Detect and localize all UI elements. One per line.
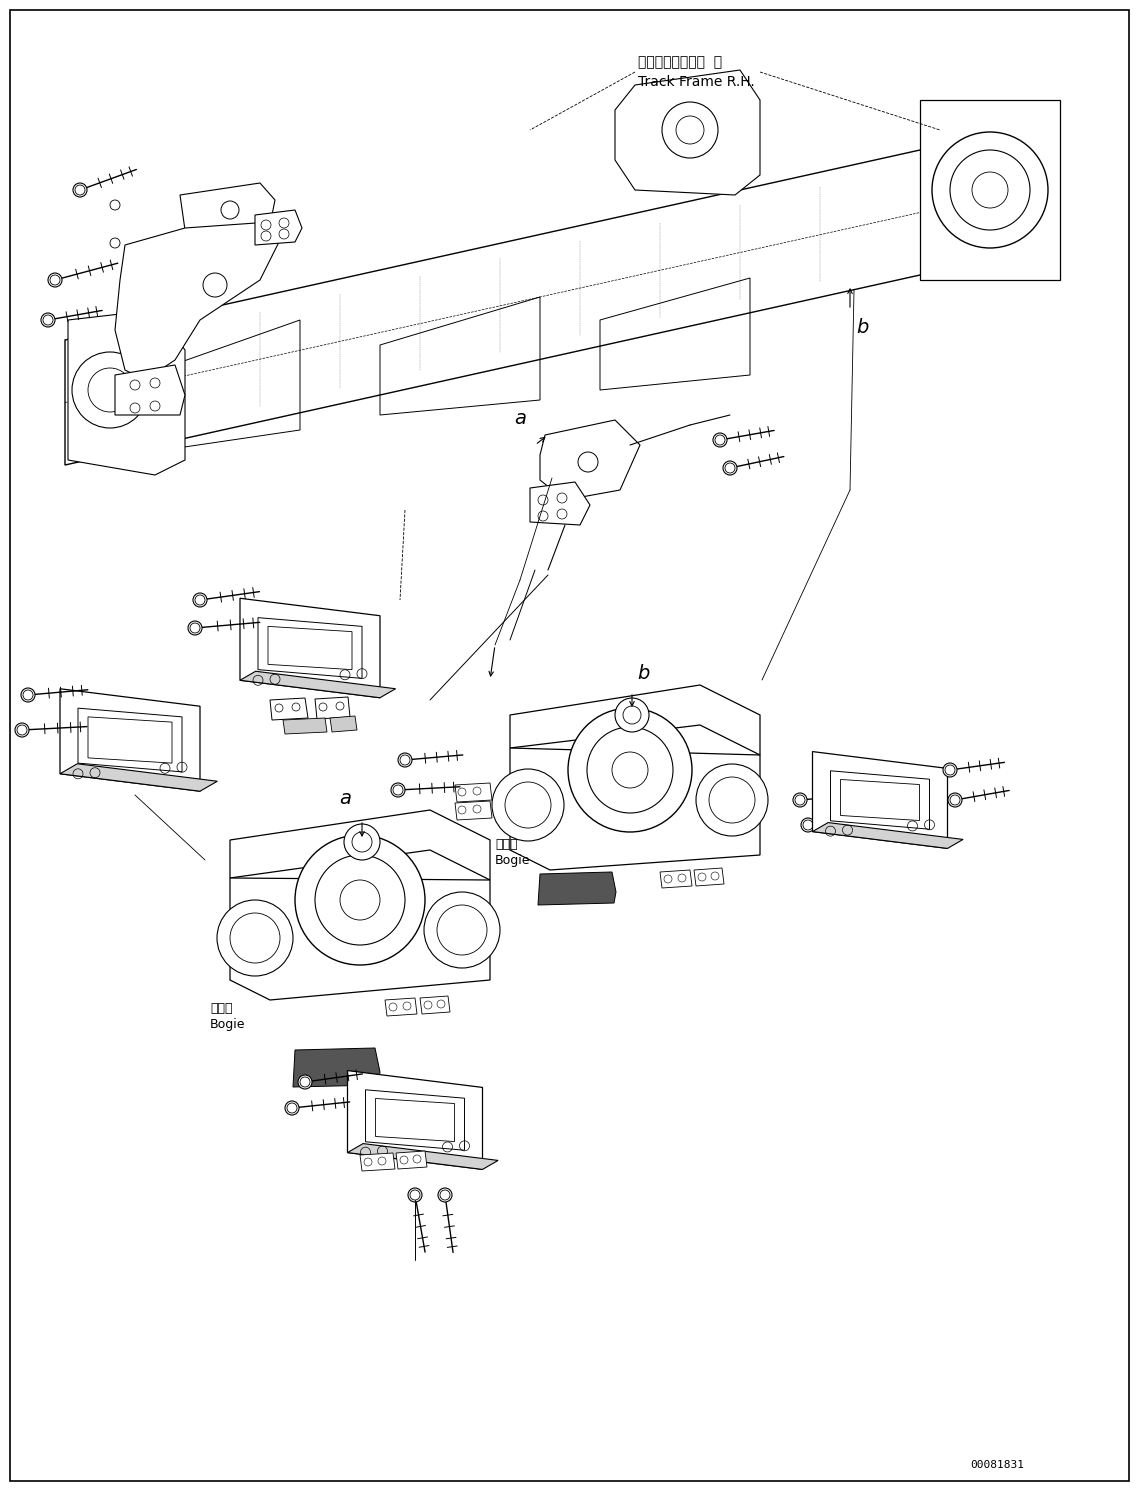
Polygon shape — [812, 751, 948, 848]
Polygon shape — [230, 878, 490, 1000]
Circle shape — [424, 892, 500, 968]
Circle shape — [190, 623, 200, 634]
Circle shape — [344, 825, 380, 860]
Polygon shape — [385, 997, 417, 1015]
Circle shape — [410, 1190, 420, 1200]
Circle shape — [945, 765, 954, 775]
Circle shape — [393, 784, 403, 795]
Circle shape — [696, 763, 768, 836]
Polygon shape — [330, 716, 357, 732]
Polygon shape — [420, 996, 450, 1014]
Circle shape — [391, 783, 405, 798]
Circle shape — [23, 690, 33, 699]
Circle shape — [921, 133, 1038, 248]
Circle shape — [615, 698, 649, 732]
Circle shape — [218, 901, 293, 977]
Polygon shape — [396, 1151, 427, 1169]
Text: b: b — [857, 318, 868, 337]
Polygon shape — [255, 210, 302, 245]
Circle shape — [439, 1188, 452, 1202]
Polygon shape — [694, 868, 724, 886]
Polygon shape — [510, 748, 760, 871]
Circle shape — [195, 595, 205, 605]
Polygon shape — [60, 763, 218, 792]
Circle shape — [400, 754, 410, 765]
Text: トラックフレーム  右: トラックフレーム 右 — [638, 55, 722, 69]
Polygon shape — [293, 1048, 380, 1087]
Circle shape — [568, 708, 693, 832]
Circle shape — [21, 687, 35, 702]
Circle shape — [398, 753, 412, 766]
Polygon shape — [115, 365, 185, 414]
Circle shape — [713, 432, 727, 447]
Polygon shape — [65, 130, 1010, 465]
Polygon shape — [530, 482, 590, 525]
Circle shape — [110, 200, 120, 210]
Text: Bogie: Bogie — [495, 854, 531, 866]
Polygon shape — [180, 183, 274, 230]
Text: 00081831: 00081831 — [970, 1460, 1024, 1470]
Circle shape — [295, 835, 425, 965]
Polygon shape — [60, 689, 200, 792]
Circle shape — [188, 620, 202, 635]
Circle shape — [17, 725, 27, 735]
Polygon shape — [538, 872, 616, 905]
Circle shape — [50, 274, 60, 285]
Circle shape — [943, 763, 957, 777]
Circle shape — [723, 461, 737, 476]
Circle shape — [948, 793, 962, 807]
Circle shape — [715, 435, 726, 444]
Polygon shape — [659, 871, 693, 889]
Circle shape — [793, 793, 808, 807]
Text: ボギー: ボギー — [210, 1002, 232, 1015]
Circle shape — [73, 183, 87, 197]
Circle shape — [803, 820, 813, 830]
Circle shape — [726, 464, 735, 473]
Circle shape — [801, 819, 816, 832]
Circle shape — [287, 1103, 297, 1112]
Circle shape — [192, 593, 207, 607]
Polygon shape — [270, 698, 308, 720]
Circle shape — [285, 1100, 300, 1115]
Text: Track Frame R.H.: Track Frame R.H. — [638, 75, 755, 89]
Text: b: b — [637, 663, 649, 683]
Polygon shape — [360, 1153, 395, 1170]
Polygon shape — [920, 100, 1060, 280]
Polygon shape — [540, 420, 640, 499]
Text: ボギー: ボギー — [495, 838, 517, 851]
Circle shape — [300, 1077, 310, 1087]
Text: a: a — [514, 409, 526, 428]
Circle shape — [950, 795, 960, 805]
Polygon shape — [347, 1071, 483, 1169]
Circle shape — [43, 315, 54, 325]
Polygon shape — [115, 222, 280, 380]
Polygon shape — [240, 598, 380, 698]
Circle shape — [48, 273, 62, 286]
Polygon shape — [812, 823, 964, 848]
Text: a: a — [339, 789, 351, 808]
Circle shape — [110, 239, 120, 248]
Circle shape — [15, 723, 28, 737]
Polygon shape — [282, 719, 327, 734]
Circle shape — [408, 1188, 423, 1202]
Polygon shape — [68, 310, 185, 476]
Circle shape — [440, 1190, 450, 1200]
Polygon shape — [454, 783, 492, 802]
Circle shape — [492, 769, 564, 841]
Polygon shape — [230, 810, 490, 880]
Polygon shape — [240, 671, 395, 698]
Circle shape — [75, 185, 85, 195]
Polygon shape — [454, 801, 492, 820]
Polygon shape — [510, 684, 760, 754]
Circle shape — [795, 795, 805, 805]
Circle shape — [41, 313, 55, 327]
Polygon shape — [316, 696, 350, 719]
Text: Bogie: Bogie — [210, 1018, 246, 1030]
Circle shape — [932, 133, 1048, 248]
Polygon shape — [615, 70, 760, 195]
Circle shape — [298, 1075, 312, 1088]
Polygon shape — [347, 1144, 498, 1169]
